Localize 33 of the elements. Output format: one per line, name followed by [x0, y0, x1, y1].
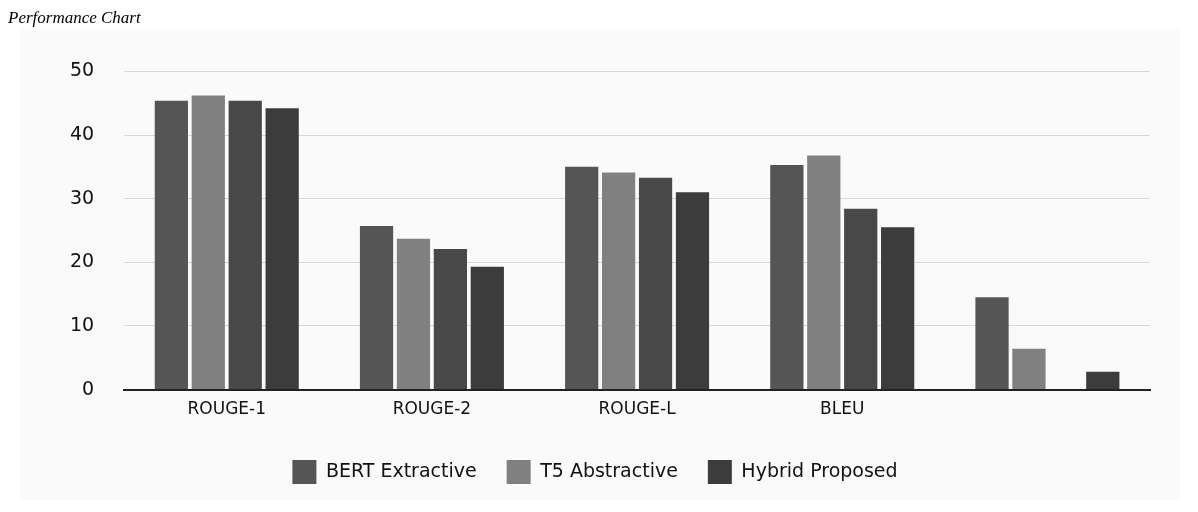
bar	[565, 166, 599, 390]
x-tick-label: BLEU	[820, 398, 865, 419]
x-tick-label: ROUGE-1	[187, 398, 267, 419]
bar	[433, 248, 468, 390]
bar	[602, 172, 636, 390]
bar	[770, 164, 804, 390]
bar	[191, 95, 225, 390]
y-tick-label: 40	[69, 121, 95, 144]
legend-label: Hybrid Proposed	[741, 458, 898, 481]
bar	[975, 297, 1009, 390]
y-tick-label: 0	[82, 376, 95, 399]
bar	[844, 208, 878, 390]
legend-label: T5 Abstractive	[539, 458, 678, 481]
y-tick-label: 50	[69, 58, 95, 81]
legend-label: BERT Extractive	[325, 458, 477, 481]
bar	[675, 192, 710, 390]
x-tick-label: ROUGE-2	[392, 398, 472, 419]
bar	[396, 238, 431, 390]
y-tick-label: 20	[69, 249, 95, 272]
y-tick-label: 10	[69, 312, 95, 335]
bar	[154, 100, 188, 390]
y-tick-label: 30	[69, 185, 95, 208]
bar	[1012, 348, 1046, 390]
bar	[359, 226, 394, 390]
bar	[807, 155, 841, 390]
x-tick-label: ROUGE-L	[598, 398, 677, 419]
bar	[1086, 371, 1120, 390]
bar	[265, 108, 299, 390]
bar	[881, 227, 915, 390]
chart-title: Performance Chart	[8, 8, 142, 29]
bar	[228, 100, 262, 390]
bar	[470, 266, 504, 390]
bar	[638, 177, 673, 390]
